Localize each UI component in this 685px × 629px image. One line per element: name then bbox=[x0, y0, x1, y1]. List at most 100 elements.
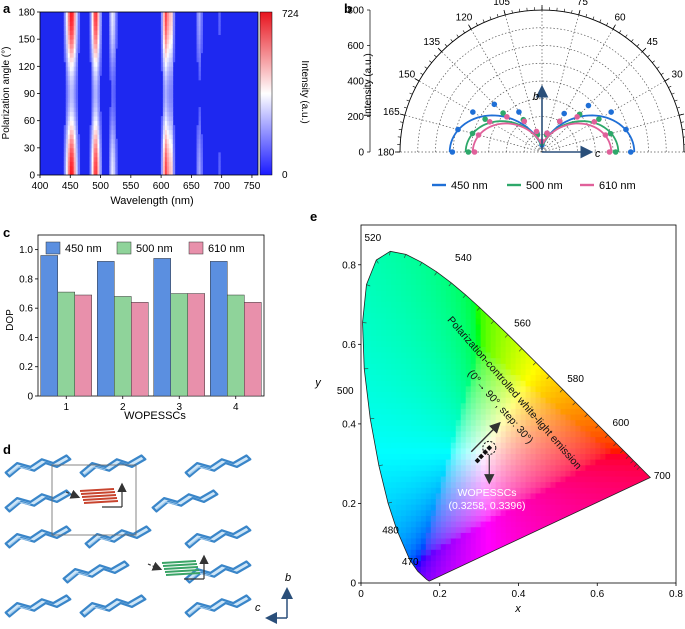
cie-cell bbox=[635, 357, 641, 364]
cie-cell bbox=[425, 549, 432, 556]
cie-cell bbox=[460, 408, 467, 415]
cie-cell bbox=[420, 425, 427, 432]
cie-cell bbox=[375, 329, 382, 336]
cie-cell bbox=[375, 323, 382, 331]
heatmap-cell bbox=[91, 79, 94, 85]
polar-minor-tick bbox=[511, 10, 513, 14]
heatmap-ytick-label: 150 bbox=[18, 35, 35, 46]
heatmap-cell bbox=[97, 30, 100, 36]
cie-cell bbox=[410, 509, 417, 516]
cie-cell bbox=[420, 447, 427, 454]
cie-cell bbox=[650, 363, 651, 370]
cie-cell bbox=[410, 318, 417, 325]
cie-cell bbox=[560, 413, 567, 421]
cie-cell bbox=[380, 447, 387, 454]
cie-cell bbox=[515, 526, 522, 533]
cie-cell bbox=[485, 289, 492, 297]
cie-cell bbox=[410, 447, 417, 454]
cie-cell bbox=[630, 368, 636, 376]
cie-cell bbox=[435, 408, 442, 415]
cie-cell bbox=[445, 543, 452, 550]
cie-cell bbox=[370, 385, 377, 393]
cie-cell bbox=[560, 273, 567, 280]
cie-cell bbox=[635, 436, 641, 443]
cie-cell bbox=[490, 306, 497, 314]
cie-cell bbox=[362, 419, 367, 426]
cie-cell bbox=[620, 504, 626, 511]
cie-cell bbox=[555, 368, 562, 376]
cie-cell bbox=[610, 509, 616, 516]
cie-cell bbox=[545, 515, 552, 522]
cie-cell bbox=[610, 459, 616, 466]
heatmap-cell bbox=[198, 152, 201, 158]
cie-cell bbox=[375, 447, 382, 454]
cie-cell bbox=[450, 318, 457, 325]
cie-cell bbox=[505, 537, 512, 545]
heatmap-cell bbox=[172, 48, 176, 54]
heatmap-cell bbox=[67, 102, 71, 108]
heatmap-cell bbox=[97, 70, 100, 76]
heatmap-cell bbox=[111, 111, 114, 117]
heatmap-cell bbox=[67, 161, 71, 167]
cie-cell bbox=[505, 346, 512, 353]
cie-cell bbox=[380, 560, 387, 567]
cie-cell bbox=[475, 549, 482, 556]
heatmap-cell bbox=[170, 39, 174, 45]
cie-cell bbox=[380, 515, 387, 522]
cie-cell bbox=[555, 419, 562, 426]
cie-cell bbox=[560, 289, 567, 297]
heatmap-cell bbox=[111, 134, 114, 140]
cie-cell bbox=[475, 397, 482, 404]
cie-cell bbox=[440, 509, 447, 516]
cie-cell bbox=[590, 442, 597, 449]
cie-cell bbox=[395, 391, 402, 398]
cie-cell bbox=[530, 566, 537, 573]
cie-cell bbox=[645, 402, 651, 409]
cie-cell bbox=[545, 470, 552, 477]
cie-cell bbox=[525, 509, 532, 516]
heatmap-cell bbox=[168, 70, 172, 76]
cie-cell bbox=[655, 544, 661, 550]
cie-cell bbox=[515, 374, 522, 381]
cie-cell bbox=[560, 251, 567, 257]
heatmap-cell bbox=[73, 66, 77, 72]
cie-cell bbox=[605, 447, 611, 454]
heatmap-cell bbox=[162, 30, 166, 36]
cie-cell bbox=[595, 408, 601, 415]
cie-cell bbox=[545, 295, 552, 302]
heatmap-cell bbox=[168, 16, 172, 22]
cie-cell bbox=[570, 430, 577, 438]
cie-cell bbox=[375, 554, 382, 562]
cie-cell bbox=[445, 470, 452, 477]
cie-cell bbox=[645, 436, 651, 443]
unit-cell bbox=[51, 464, 137, 536]
cie-cell bbox=[440, 380, 447, 387]
cie-cell bbox=[455, 368, 462, 376]
cie-cell bbox=[600, 554, 606, 562]
cie-cell bbox=[385, 318, 392, 325]
cie-cell bbox=[635, 363, 641, 370]
cie-cell bbox=[485, 301, 492, 308]
cie-cell bbox=[380, 256, 387, 263]
cie-cell bbox=[550, 402, 557, 409]
heatmap-cell bbox=[113, 93, 116, 99]
polar-point bbox=[482, 116, 488, 122]
cie-cell bbox=[365, 470, 372, 477]
heatmap-cell bbox=[196, 52, 199, 58]
cie-cell bbox=[635, 554, 641, 562]
heatmap-cell bbox=[77, 12, 81, 17]
cie-cell bbox=[420, 306, 427, 314]
cie-cell bbox=[600, 256, 606, 263]
cie-cell bbox=[590, 306, 597, 314]
heatmap-cell bbox=[93, 75, 96, 81]
heatmap-cell bbox=[200, 48, 203, 54]
cie-cell bbox=[500, 419, 507, 426]
cie-cell bbox=[362, 323, 367, 331]
cie-cell bbox=[645, 335, 651, 342]
cie-cell bbox=[635, 351, 641, 359]
cie-cell bbox=[375, 351, 382, 359]
cie-cell bbox=[555, 323, 562, 331]
cie-cell bbox=[630, 459, 636, 466]
cie-cell bbox=[580, 295, 587, 302]
cie-cell bbox=[420, 397, 427, 404]
